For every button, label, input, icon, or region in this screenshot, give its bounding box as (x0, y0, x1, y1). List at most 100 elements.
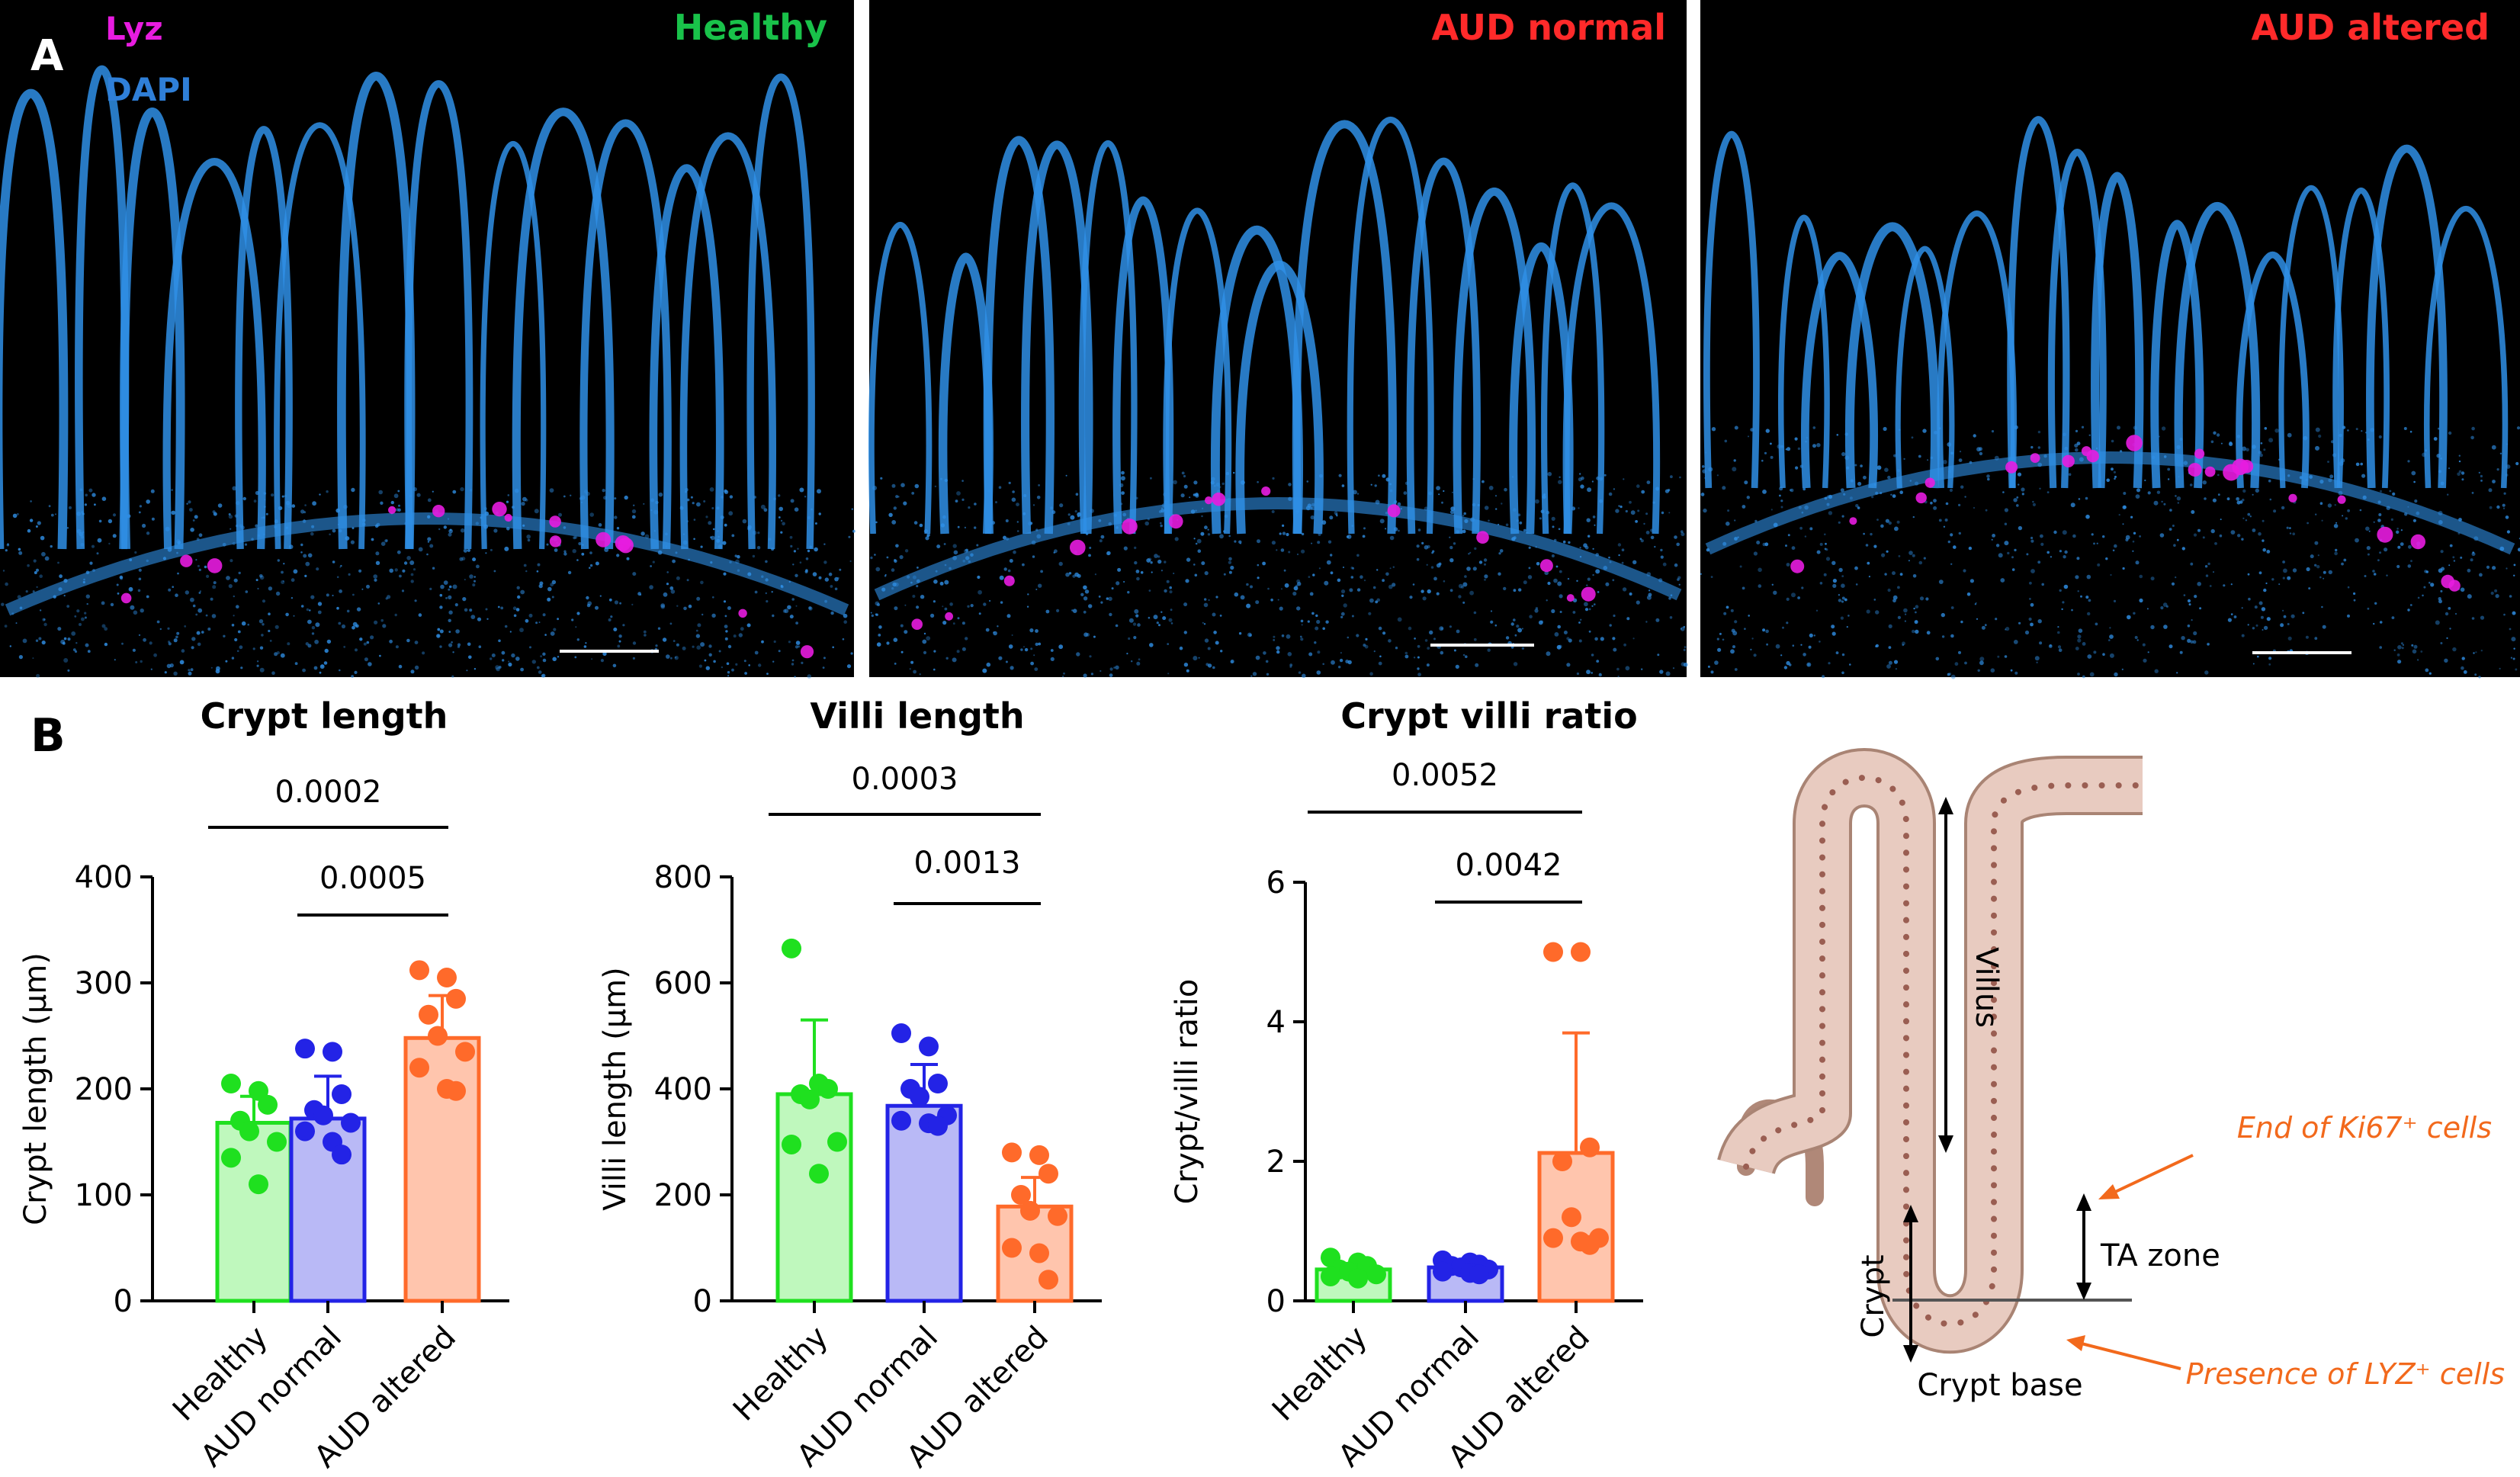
data-point (249, 1174, 268, 1195)
y-tick-label: 400 (654, 1072, 712, 1107)
legend-lyz: Lyz (105, 10, 163, 47)
chart-title: Crypt length (201, 695, 448, 737)
data-point (332, 1145, 352, 1165)
y-tick-label: 800 (654, 860, 712, 895)
crypt-arrow (1903, 1205, 1918, 1363)
data-point (1580, 1235, 1600, 1255)
data-point (239, 1121, 259, 1141)
data-point (446, 988, 466, 1009)
panel-letter-a: A (30, 31, 64, 81)
crypt-villus-diagram: Villus TA zone Crypt Crypt base End of K… (1717, 748, 2505, 1403)
data-point (782, 938, 801, 958)
data-point (928, 1116, 948, 1136)
data-point (1580, 1137, 1600, 1158)
data-point (891, 1023, 911, 1044)
data-point (221, 1148, 241, 1168)
data-point (1571, 942, 1591, 962)
data-point (446, 1080, 466, 1101)
micro-label-healthy: Healthy (674, 7, 827, 48)
data-point (341, 1113, 361, 1133)
data-point (782, 1134, 801, 1154)
p-value-label: 0.0013 (914, 846, 1021, 881)
data-point (1433, 1261, 1453, 1282)
lyz-annotation: Presence of LYZ⁺ cells (2186, 1357, 2505, 1391)
data-point (800, 1089, 820, 1109)
micro-panel-healthy: Healthy Lyz DAPI (0, 0, 856, 679)
bar-healthy (775, 1092, 853, 1303)
data-point (428, 1026, 448, 1046)
y-tick-label: 300 (75, 966, 133, 1001)
data-point (258, 1094, 278, 1115)
data-point (818, 1079, 838, 1099)
micro-label-aud-altered: AUD altered (2251, 7, 2490, 48)
tissue-nuclei (1743, 775, 2146, 1328)
data-point (409, 1058, 429, 1078)
y-tick-label: 400 (75, 860, 133, 895)
tissue-aud-altered (1700, 116, 2520, 679)
data-point (1029, 1145, 1049, 1165)
p-value-label: 0.0005 (319, 861, 426, 896)
crypt-label: Crypt (1856, 1254, 1891, 1337)
y-tick-label: 2 (1266, 1145, 1286, 1180)
data-point (1321, 1266, 1340, 1286)
data-point (437, 968, 457, 988)
data-point (295, 1039, 315, 1059)
data-point (1020, 1200, 1040, 1221)
data-point (928, 1074, 948, 1094)
data-point (1552, 1151, 1572, 1171)
data-point (1562, 1207, 1581, 1228)
y-tick-label: 600 (654, 966, 712, 1001)
y-tick-label: 6 (1266, 865, 1286, 901)
p-value-label: 0.0042 (1456, 848, 1562, 883)
tissue-healthy (0, 65, 856, 679)
data-point (827, 1132, 847, 1152)
crypt-base-label: Crypt base (1917, 1368, 2082, 1403)
tissue-aud-normal (868, 116, 1688, 679)
data-point (1011, 1185, 1031, 1205)
data-point (1002, 1238, 1022, 1258)
ki67-annotation-arrow (2098, 1154, 2194, 1199)
data-point (1038, 1270, 1058, 1290)
data-point (809, 1164, 829, 1184)
panel-letter-b: B (30, 709, 66, 763)
chart-title: Crypt villi ratio (1340, 695, 1638, 737)
data-point (919, 1036, 939, 1057)
data-point (295, 1121, 315, 1141)
data-point (910, 1087, 929, 1107)
y-tick-label: 0 (1266, 1284, 1286, 1319)
y-tick-label: 200 (654, 1178, 712, 1213)
data-point (332, 1084, 352, 1104)
data-point (419, 1004, 438, 1025)
ki67-annotation: End of Ki67⁺ cells (2237, 1111, 2492, 1145)
micro-panel-aud-normal: AUD normal (868, 0, 1688, 679)
y-tick-label: 0 (114, 1284, 133, 1319)
y-tick-label: 100 (75, 1178, 133, 1213)
villus-label: Villus (1969, 947, 2004, 1028)
data-point (1543, 1228, 1563, 1248)
data-point (267, 1132, 287, 1152)
bar-aud-normal (885, 1103, 963, 1303)
micro-label-aud-normal: AUD normal (1431, 7, 1666, 48)
data-point (1048, 1206, 1067, 1226)
data-point (891, 1110, 911, 1131)
data-point (1029, 1243, 1049, 1263)
y-axis-label: Crypt/villi ratio (1170, 979, 1205, 1205)
villus-arrow (1938, 797, 1953, 1153)
data-point (221, 1074, 241, 1094)
data-point (313, 1105, 333, 1125)
micro-panel-aud-altered: AUD altered (1700, 0, 2520, 679)
y-axis-label: Villi length (μm) (598, 967, 633, 1211)
microscopy-row: Healthy Lyz DAPI AUD normal AUD altered (0, 0, 2520, 679)
data-point (1366, 1264, 1386, 1285)
data-point (409, 960, 429, 981)
bar-aud-altered (1537, 1151, 1615, 1303)
y-tick-label: 200 (75, 1072, 133, 1107)
data-point (455, 1042, 475, 1062)
y-tick-label: 0 (693, 1284, 712, 1319)
y-axis-label: Crypt length (μm) (18, 952, 53, 1225)
p-value-label: 0.0052 (1392, 758, 1498, 793)
p-value-label: 0.0003 (852, 762, 958, 797)
data-point (1469, 1264, 1489, 1285)
y-tick-label: 4 (1266, 1005, 1286, 1040)
